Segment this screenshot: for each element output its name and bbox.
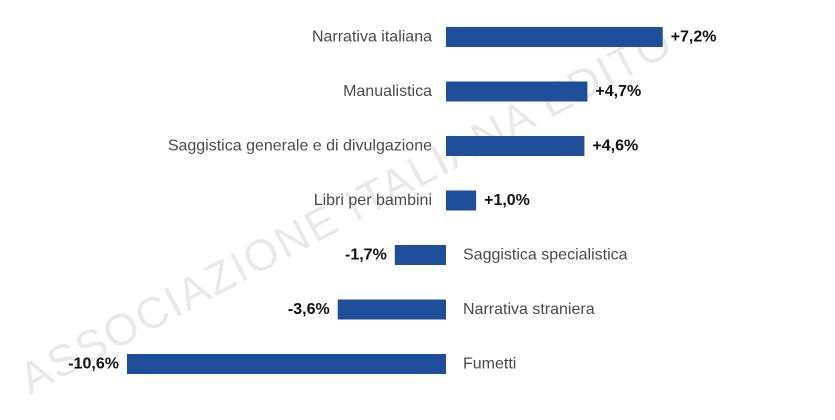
category-label-0: Narrativa italiana: [312, 29, 432, 46]
bar-5: [337, 299, 446, 320]
bar-1: [446, 81, 588, 102]
category-label-1: Manualistica: [343, 83, 432, 100]
value-label-2: +4,6%: [592, 138, 638, 155]
category-label-5: Narrativa straniera: [463, 301, 595, 318]
value-label-6: -10,6%: [68, 356, 119, 373]
value-label-0: +7,2%: [671, 29, 717, 46]
value-label-1: +4,7%: [595, 83, 641, 100]
value-label-4: -1,7%: [345, 247, 387, 264]
bar-2: [446, 136, 585, 156]
value-label-5: -3,6%: [288, 301, 330, 318]
category-label-3: Libri per bambini: [314, 192, 432, 209]
value-label-3: +1,0%: [484, 192, 530, 209]
bar-6: [127, 354, 446, 374]
category-label-6: Fumetti: [463, 356, 516, 373]
category-label-2: Saggistica generale e di divulgazione: [168, 138, 432, 155]
bar-3: [446, 190, 477, 211]
bar-4: [394, 245, 446, 265]
category-label-4: Saggistica specialistica: [463, 247, 628, 264]
bar-0: [446, 27, 663, 47]
